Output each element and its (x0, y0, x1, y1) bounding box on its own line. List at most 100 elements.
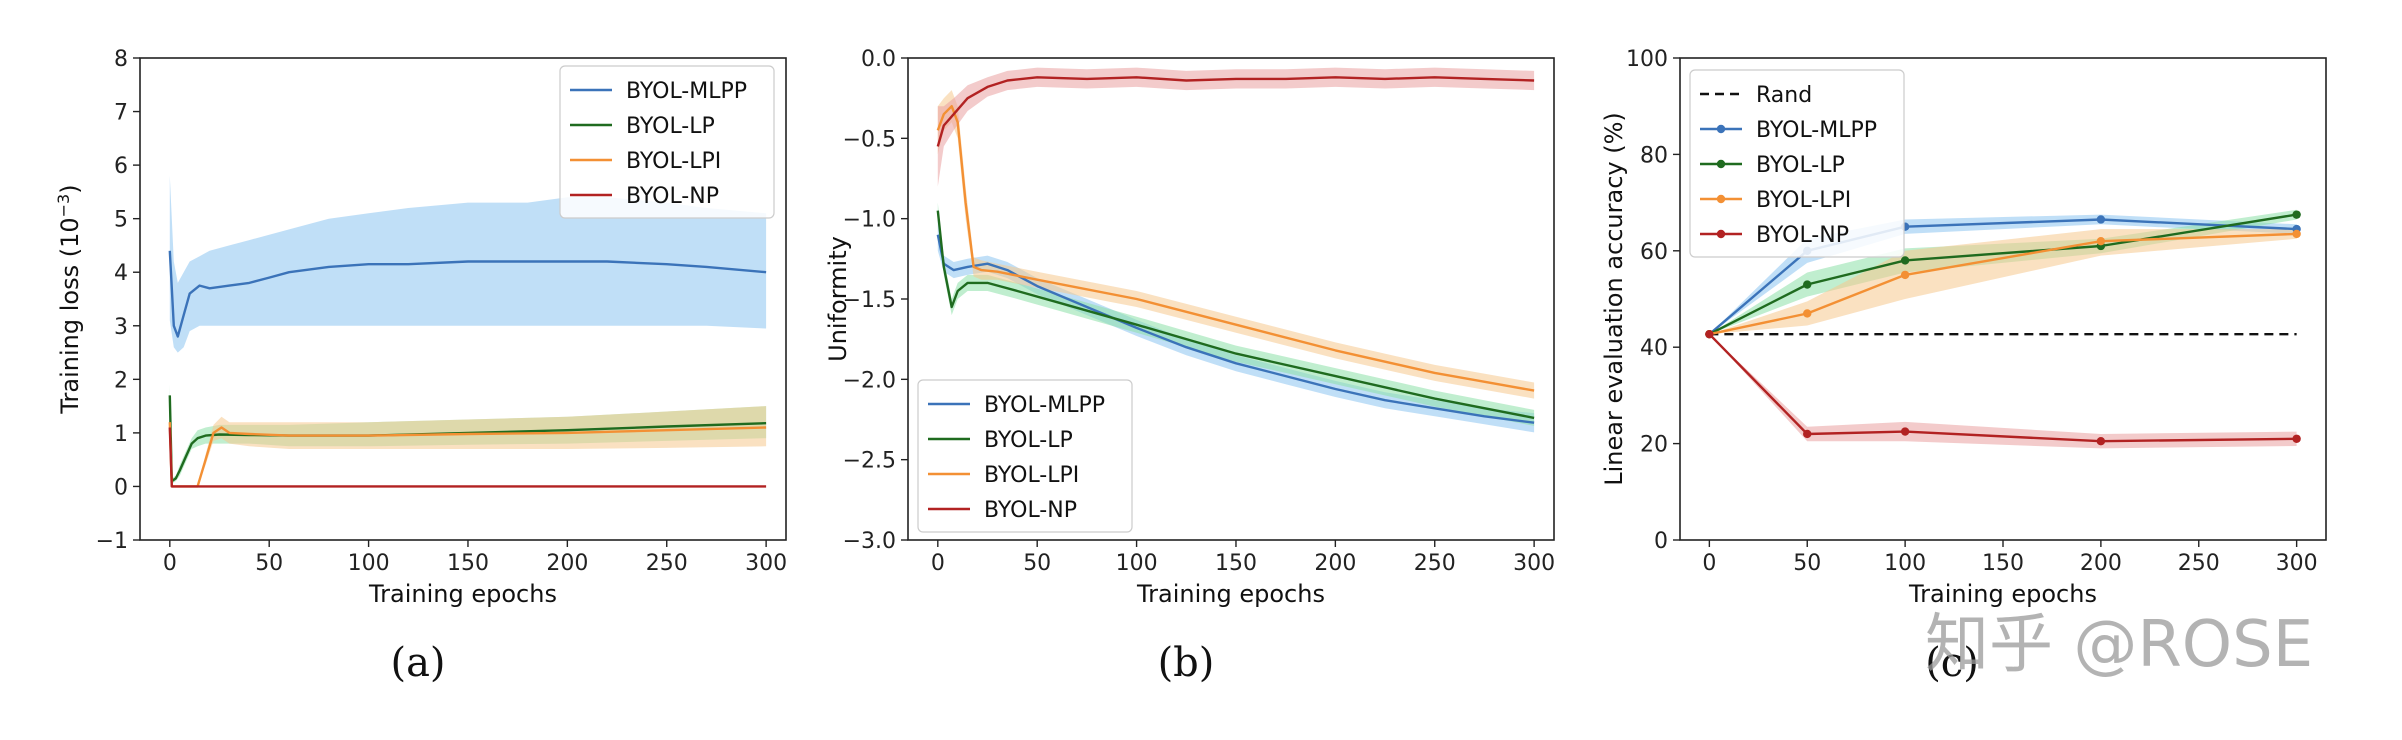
legend-marker-byol-lpi (1716, 194, 1726, 204)
y-tick-label-a-8: 7 (114, 101, 128, 126)
x-tick-label-b-250: 250 (1414, 551, 1456, 576)
series-line-byol-lpi-b (936, 104, 1535, 392)
legend-marker-byol-lp (1716, 159, 1726, 169)
legend-label-byol-lp-a: BYOL-LP (626, 114, 715, 139)
point-byol-lpi-100 (1900, 270, 1910, 280)
legend-c: Rand BYOL-MLPP BYOL-LP BYOL-LPI BYOL-NP (1689, 69, 1905, 258)
legend-label-byol-mlpp-c: BYOL-MLPP (1756, 118, 1877, 143)
x-axis-label-a: Training epochs (368, 580, 557, 608)
legend-box-b (917, 379, 1133, 533)
x-tick-label-a-200: 200 (546, 551, 588, 576)
series-line-byol-np-a (168, 427, 767, 488)
x-tick-label-b-150: 150 (1215, 551, 1257, 576)
y-tick-label-b-6: 0.0 (861, 47, 896, 72)
legend-label-byol-lpi-a: BYOL-LPI (626, 149, 721, 174)
legend-label-byol-np-c: BYOL-NP (1756, 223, 1849, 248)
y-tick-label-c-4: 80 (1640, 143, 1668, 168)
x-tick-label-a-0: 0 (163, 551, 177, 576)
x-tick-label-b-0: 0 (931, 551, 945, 576)
y-tick-label-b-2: −2.0 (843, 368, 896, 393)
y-tick-label-b-1: −2.5 (843, 449, 896, 474)
y-tick-label-b-0: −3.0 (843, 529, 896, 554)
x-axis-label-b: Training epochs (1136, 580, 1325, 608)
legend-marker-byol-np (1716, 229, 1726, 239)
legend-label-byol-mlpp-b: BYOL-MLPP (984, 393, 1105, 418)
y-tick-label-b-3: −1.5 (843, 288, 896, 313)
y-tick-label-c-3: 60 (1640, 240, 1668, 265)
legend-box-c (1689, 69, 1905, 258)
y-tick-label-a-9: 8 (114, 47, 128, 72)
point-byol-np-300 (2292, 434, 2301, 443)
band-byol-lp-b (937, 202, 1535, 426)
y-tick-label-a-1: 0 (114, 475, 128, 500)
x-tick-label-a-150: 150 (447, 551, 489, 576)
point-byol-mlpp-200 (2096, 215, 2106, 224)
point-byol-np-200 (2096, 436, 2106, 446)
y-tick-label-c-1: 20 (1640, 433, 1668, 458)
y-tick-label-a-7: 6 (114, 154, 128, 179)
series-line-byol-np-c (1708, 333, 2297, 443)
point-byol-lp-50 (1803, 280, 1812, 289)
x-tick-label-b-300: 300 (1513, 551, 1555, 576)
point-byol-lpi-200 (2096, 236, 2106, 246)
x-tick-label-b-200: 200 (1314, 551, 1356, 576)
y-tick-label-a-3: 2 (114, 368, 128, 393)
legend-a: BYOL-MLPP BYOL-LP BYOL-LPI BYOL-NP (559, 65, 775, 219)
legend-b: BYOL-MLPP BYOL-LP BYOL-LPI BYOL-NP (917, 379, 1133, 533)
point-byol-np-0 (1705, 329, 1714, 339)
series-line-byol-mlpp-a (168, 250, 767, 338)
band-byol-np-b (937, 67, 1535, 187)
x-tick-label-c-0: 0 (1702, 551, 1716, 576)
x-tick-label-a-50: 50 (255, 551, 283, 576)
legend-label-byol-lp-b: BYOL-LP (984, 428, 1073, 453)
point-byol-lpi-300 (2292, 229, 2301, 239)
panel-b: 0 50 100 150 200 250 300 −3.0 −2.5 −2.0 −1.5 −1.0 −0… (824, 47, 1555, 608)
band-byol-mlpp-a (169, 175, 767, 353)
x-tick-label-c-150: 150 (1982, 551, 2024, 576)
band-byol-lpi-c (1709, 229, 2297, 335)
y-tick-label-b-4: −1.0 (843, 208, 896, 233)
x-tick-label-c-250: 250 (2178, 551, 2220, 576)
y-tick-label-a-6: 5 (114, 208, 128, 233)
y-tick-label-a-2: 1 (114, 422, 128, 447)
legend-box-a (559, 65, 775, 219)
legend-label-byol-np-b: BYOL-NP (984, 498, 1077, 523)
y-tick-label-c-0: 0 (1654, 529, 1668, 554)
y-tick-label-b-5: −0.5 (843, 127, 896, 152)
legend-label-rand-c: Rand (1756, 83, 1812, 108)
axes-frame-a (139, 57, 787, 541)
panel-c: 0 50 100 150 200 250 300 0 20 40 60 80 100 Training e… (1600, 47, 2327, 608)
y-axis-label-a: Training loss (10−3) (54, 184, 84, 414)
plot-area-b (936, 67, 1535, 433)
point-byol-np-100 (1900, 427, 1910, 436)
legend-label-byol-lpi-b: BYOL-LPI (984, 463, 1079, 488)
x-tick-label-a-100: 100 (348, 551, 390, 576)
y-tick-label-c-2: 40 (1640, 336, 1668, 361)
x-tick-label-b-50: 50 (1023, 551, 1051, 576)
x-tick-label-c-100: 100 (1884, 551, 1926, 576)
series-line-byol-np-b (936, 76, 1535, 147)
x-tick-label-a-250: 250 (646, 551, 688, 576)
x-tick-label-c-300: 300 (2276, 551, 2318, 576)
series-line-byol-lp-b (936, 210, 1535, 420)
x-axis-label-c: Training epochs (1908, 580, 2097, 608)
x-tick-label-a-300: 300 (745, 551, 787, 576)
y-tick-label-c-5: 100 (1626, 47, 1668, 72)
y-axis-label-b: Uniformity (824, 236, 852, 362)
caption-a: (a) (390, 640, 445, 686)
caption-b: (b) (1158, 640, 1215, 686)
panel-a: 0 50 100 150 200 250 300 −1 0 1 2 3 4 5 6 7 8 Training ep… (54, 47, 787, 608)
x-tick-label-c-200: 200 (2080, 551, 2122, 576)
point-byol-lpi-50 (1803, 309, 1812, 318)
legend-label-byol-lpi-c: BYOL-LPI (1756, 188, 1851, 213)
point-byol-np-50 (1803, 429, 1812, 439)
band-byol-lpi-a (169, 406, 767, 487)
legend-label-byol-mlpp-a: BYOL-MLPP (626, 79, 747, 104)
legend-label-byol-np-a: BYOL-NP (626, 184, 719, 209)
legend-marker-byol-mlpp (1716, 124, 1726, 134)
y-tick-label-a-0: −1 (96, 529, 128, 554)
y-tick-label-a-4: 3 (114, 315, 128, 340)
watermark: 知乎 @ROSE (1925, 608, 2313, 682)
x-tick-label-b-100: 100 (1116, 551, 1158, 576)
